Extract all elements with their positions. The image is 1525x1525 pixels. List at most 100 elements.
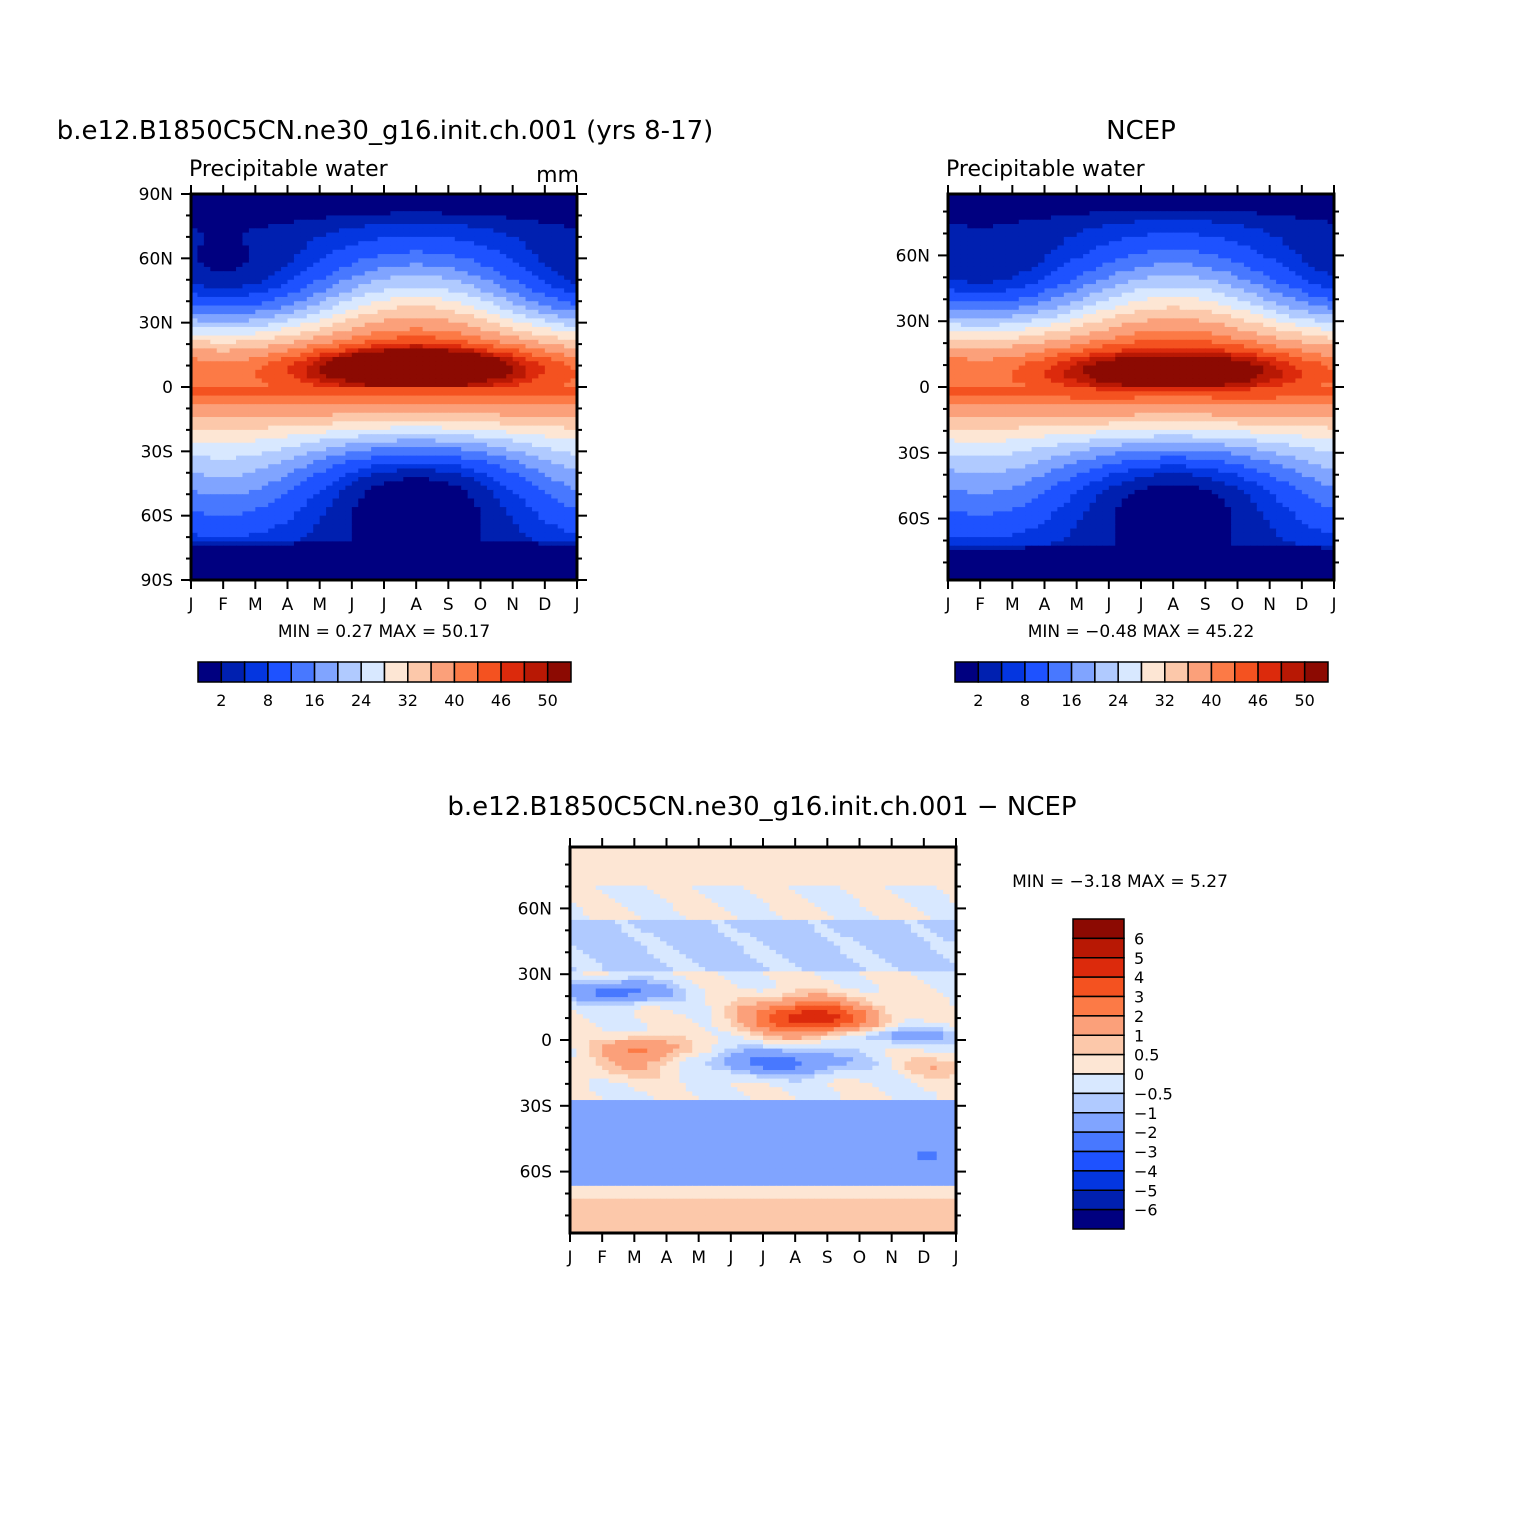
contour-cell — [448, 202, 456, 208]
contour-cell — [351, 378, 359, 384]
contour-cell — [281, 404, 289, 410]
contour-cell — [531, 429, 539, 435]
contour-cell — [551, 472, 559, 478]
contour-cell — [332, 194, 340, 199]
contour-cell — [326, 331, 334, 337]
contour-cell — [538, 224, 546, 229]
contour-cell — [313, 524, 321, 530]
contour-cell — [512, 374, 520, 380]
contour-cell — [287, 537, 295, 542]
contour-cell — [371, 309, 379, 315]
contour-cell — [557, 288, 565, 294]
contour-cell — [409, 206, 417, 212]
contour-cell — [203, 387, 211, 392]
contour-cell — [364, 344, 372, 349]
contour-cell — [345, 314, 353, 319]
contour-cell — [203, 365, 211, 371]
contour-cell — [499, 408, 507, 414]
contour-cell — [409, 515, 417, 521]
contour-cell — [216, 374, 224, 380]
contour-cell — [474, 198, 482, 204]
contour-cell — [261, 515, 269, 521]
contour-cell — [268, 532, 276, 538]
contour-cell — [461, 318, 469, 324]
contour-cell — [274, 541, 282, 547]
contour-cell — [480, 236, 488, 242]
contour-cell — [203, 326, 211, 332]
contour-cell — [454, 481, 462, 487]
contour-cell — [236, 464, 244, 470]
contour-cell — [474, 254, 482, 259]
contour-cell — [461, 459, 469, 465]
contour-cell — [409, 288, 417, 294]
contour-cell — [300, 438, 308, 444]
contour-cell — [306, 387, 314, 392]
contour-cell — [293, 404, 301, 410]
contour-cell — [377, 451, 385, 457]
contour-cell — [454, 232, 462, 238]
contour-cell — [384, 425, 392, 431]
contour-cell — [261, 292, 269, 298]
contour-cell — [236, 387, 244, 392]
contour-cell — [506, 541, 514, 547]
contour-cell — [358, 202, 366, 208]
contour-cell — [429, 241, 437, 247]
contour-cell — [371, 211, 379, 217]
contour-cell — [223, 194, 231, 199]
contour-cell — [248, 481, 256, 487]
contour-cell — [306, 284, 314, 289]
contour-cell — [486, 374, 494, 380]
contour-cell — [255, 219, 263, 225]
contour-cell — [474, 537, 482, 542]
contour-cell — [519, 262, 527, 268]
contour-cell — [371, 356, 379, 362]
contour-cell — [261, 211, 269, 217]
contour-cell — [396, 489, 404, 495]
contour-cell — [191, 528, 199, 534]
contour-cell — [274, 378, 282, 384]
contour-cell — [435, 352, 443, 358]
contour-cell — [506, 314, 514, 319]
contour-cell — [486, 387, 494, 392]
contour-cell — [306, 211, 314, 217]
contour-cell — [261, 206, 269, 212]
contour-cell — [538, 489, 546, 495]
contour-cell — [371, 485, 379, 491]
contour-cell — [512, 442, 520, 448]
contour-cell — [390, 249, 398, 255]
contour-cell — [191, 404, 199, 410]
contour-cell — [364, 459, 372, 465]
contour-cell — [345, 232, 353, 238]
contour-cell — [319, 395, 327, 401]
contour-cell — [390, 502, 398, 508]
contour-cell — [486, 236, 494, 242]
contour-cell — [512, 309, 520, 315]
contour-cell — [531, 365, 539, 371]
contour-cell — [480, 378, 488, 384]
contour-cell — [242, 545, 250, 551]
contour-cell — [216, 245, 224, 251]
contour-cell — [242, 468, 250, 474]
contour-cell — [506, 288, 514, 294]
contour-cell — [531, 442, 539, 448]
contour-cell — [429, 202, 437, 208]
contour-cell — [293, 399, 301, 405]
contour-cell — [480, 344, 488, 349]
contour-cell — [499, 472, 507, 478]
contour-cell — [319, 301, 327, 307]
contour-cell — [441, 356, 449, 362]
contour-cell — [261, 481, 269, 487]
contour-cell — [345, 194, 353, 199]
contour-cell — [287, 236, 295, 242]
contour-cell — [332, 442, 340, 448]
contour-cell — [525, 365, 533, 371]
contour-cell — [416, 369, 424, 375]
contour-cell — [210, 288, 218, 294]
contour-cell — [551, 206, 559, 212]
contour-cell — [248, 507, 256, 512]
contour-cell — [441, 296, 449, 302]
contour-cell — [358, 498, 366, 504]
contour-cell — [223, 524, 231, 530]
contour-cell — [216, 537, 224, 542]
contour-cell — [197, 331, 205, 337]
